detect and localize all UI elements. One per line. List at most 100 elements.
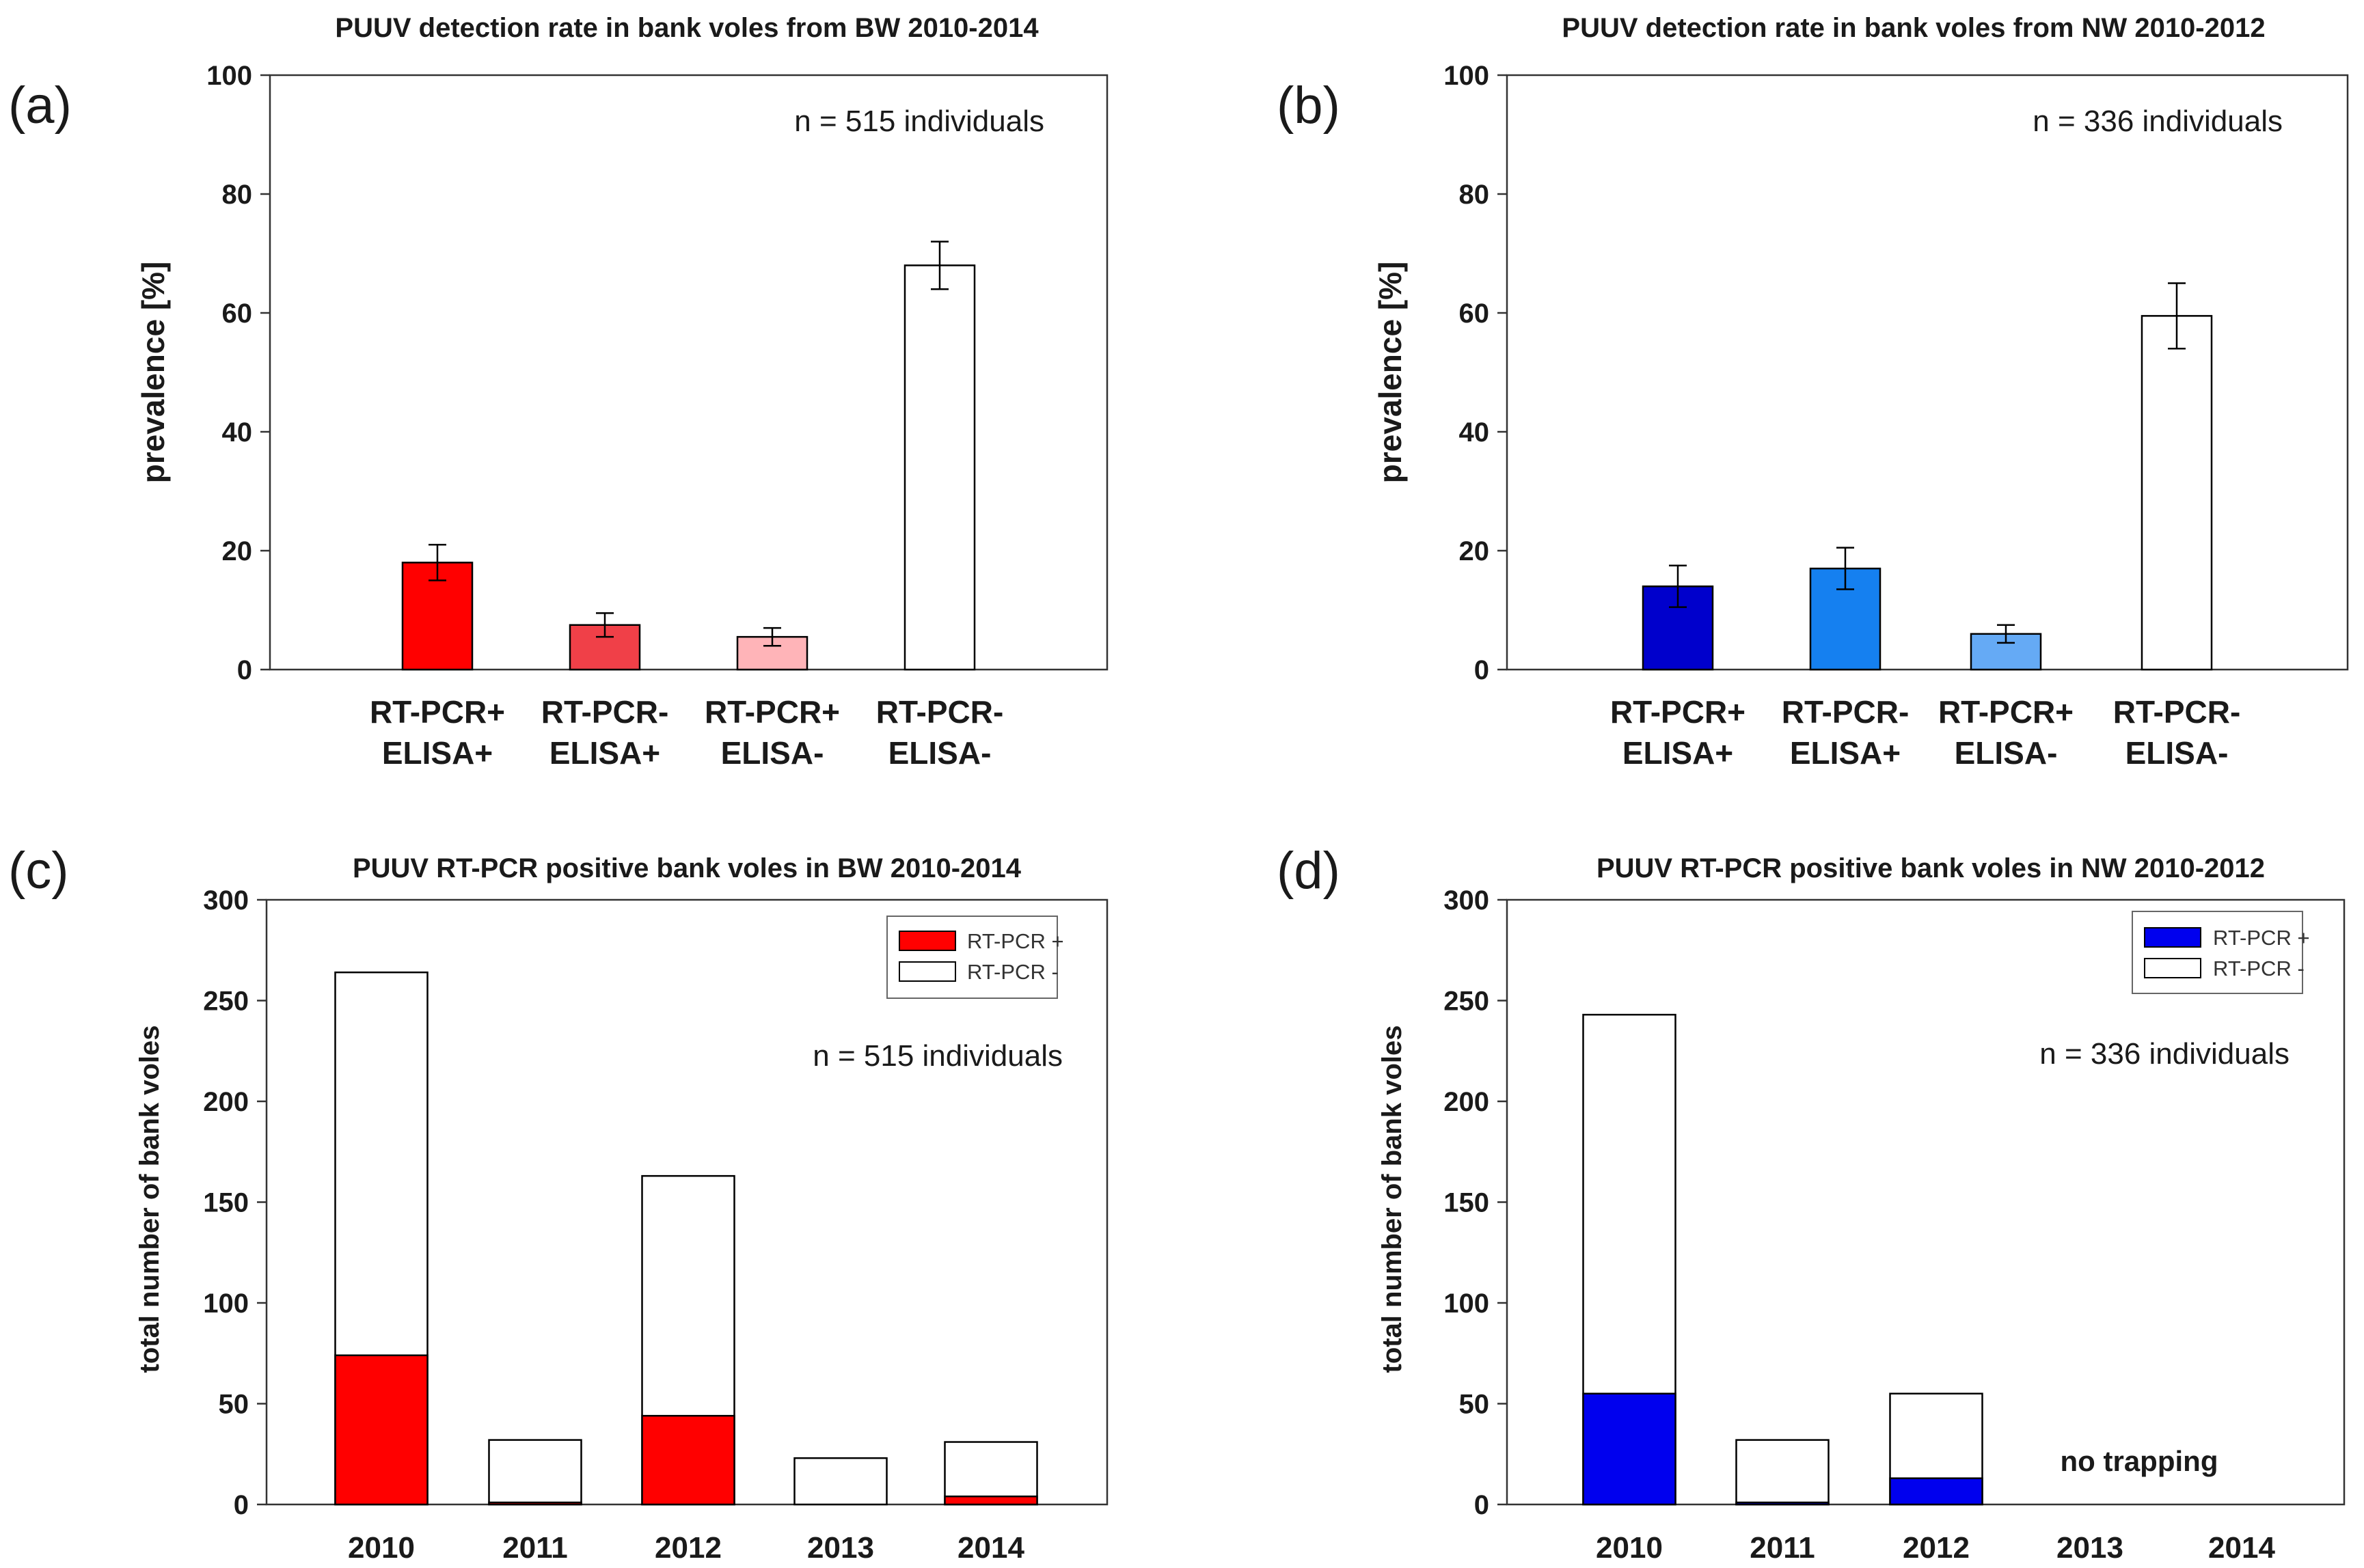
panel-c-category-label: 2013	[807, 1531, 874, 1565]
panel-a-category-label: RT-PCR+	[370, 694, 505, 730]
panel-d-legend-swatch-negative	[2144, 958, 2201, 978]
panel-c-y-tick-label: 250	[203, 987, 249, 1017]
panel-a-category-label: ELISA-	[721, 735, 824, 771]
panel-b-title: PUUV detection rate in bank voles from N…	[1562, 13, 2265, 43]
panel-d-legend-label-positive: RT-PCR +	[2213, 926, 2310, 950]
panel-a-y-tick-label: 80	[222, 180, 253, 210]
panel-c-legend-swatch-negative	[899, 961, 956, 982]
panel-c-y-label: total number of bank voles	[135, 1026, 165, 1373]
panel-d-legend: RT-PCR + RT-PCR -	[2132, 911, 2310, 994]
panel-b-y-tick-label: 20	[1459, 536, 1490, 566]
panel-c-title: PUUV RT-PCR positive bank voles in BW 20…	[353, 853, 1022, 883]
panel-a: (a) PUUV detection rate in bank voles fr…	[8, 13, 1109, 771]
panel-c-y-tick-label: 0	[234, 1490, 249, 1520]
panel-a-y-tick-label: 60	[222, 299, 253, 329]
panel-a-axes-frame	[269, 74, 1109, 671]
panel-c-legend-box	[886, 916, 1058, 999]
panel-c-y-tick-label: 300	[203, 885, 249, 916]
panel-a-bar	[904, 264, 976, 671]
panel-c-bar-positive	[641, 1414, 735, 1506]
panel-c-y-tick-label: 100	[203, 1289, 249, 1319]
panel-b-bar	[2141, 315, 2213, 671]
panel-d-plot: 0 50 100 150 200 250 300 2010 2011 2012 2013 2014	[1443, 885, 2346, 1565]
panel-c-category-label: 2014	[957, 1531, 1024, 1565]
panel-d-bar-positive	[1735, 1501, 1830, 1506]
panel-a-y-label: prevalence [%]	[135, 262, 171, 484]
panel-a-category-label: RT-PCR+	[705, 694, 840, 730]
panel-b-category-label: ELISA-	[1955, 735, 2058, 771]
panel-c-bar-negative	[488, 1439, 582, 1506]
panel-d-y-tick-label: 300	[1443, 885, 1489, 916]
panel-d-category-label: 2013	[2056, 1531, 2123, 1565]
panel-c-bar-negative	[793, 1457, 888, 1506]
panel-c-category-label: 2010	[348, 1531, 415, 1565]
panel-c-bar-positive	[488, 1501, 582, 1506]
panel-b-y-tick-label: 0	[1474, 655, 1489, 685]
panel-d-y-tick-label: 0	[1474, 1490, 1489, 1520]
panel-c-category-label: 2011	[502, 1531, 567, 1565]
panel-d-category-label: 2011	[1750, 1531, 1815, 1565]
panel-b-letter: (b)	[1277, 77, 1340, 135]
panel-b-plot: 0 20 40 60 80 100 RT-PCR+ ELISA+ RT-PCR- ELISA+ RT…	[1443, 61, 2349, 771]
panel-d-letter: (d)	[1277, 842, 1340, 900]
panel-b-axes-frame	[1506, 74, 2349, 671]
panel-b-category-label: RT-PCR-	[2113, 694, 2241, 730]
panel-a-y-tick-label: 0	[237, 655, 252, 685]
panel-b-category-label: ELISA+	[1790, 735, 1901, 771]
panel-a-category-label: ELISA+	[549, 735, 660, 771]
panel-c-bar-positive	[334, 1354, 429, 1506]
panel-d-legend-box	[2132, 911, 2303, 994]
panel-d-bar-positive	[1582, 1392, 1676, 1506]
panel-a-category-label: ELISA-	[888, 735, 992, 771]
panel-c-bar-negative	[944, 1441, 1038, 1506]
panel-c-category-label: 2012	[655, 1531, 722, 1565]
panel-d-bar-positive	[1889, 1477, 1983, 1506]
panel-c-legend-label-negative: RT-PCR -	[967, 960, 1059, 984]
panel-b-category-label: RT-PCR+	[1610, 694, 1745, 730]
panel-d-legend-swatch-positive	[2144, 927, 2201, 948]
panel-d-legend-label-negative: RT-PCR -	[2213, 957, 2305, 980]
panel-d-bar-negative	[1735, 1439, 1830, 1506]
panel-a-annotation: n = 515 individuals	[794, 105, 1044, 138]
panel-b-y-tick-label: 40	[1459, 417, 1490, 448]
panel-b-category-label: ELISA+	[1622, 735, 1733, 771]
panel-b-y-tick-label: 60	[1459, 299, 1490, 329]
panel-c-plot: 0 50 100 150 200 250 300 2010 2011 2012 2013 2014	[203, 885, 1109, 1565]
panel-d-y-tick-label: 150	[1443, 1188, 1489, 1218]
panel-b-category-label: RT-PCR-	[1782, 694, 1910, 730]
panel-d-annotation: n = 336 individuals	[2039, 1037, 2290, 1071]
panel-a-y-tick-label: 100	[206, 61, 252, 91]
panel-b-category-label: ELISA-	[2125, 735, 2229, 771]
panel-a-category-label: RT-PCR-	[876, 694, 1004, 730]
panel-a-y-tick-label: 40	[222, 417, 253, 448]
panel-c-legend: RT-PCR + RT-PCR -	[886, 916, 1064, 999]
panel-c-letter: (c)	[8, 842, 69, 900]
panel-c-legend-swatch-positive	[899, 931, 956, 951]
panel-a-y-tick-label: 20	[222, 536, 253, 566]
panel-b-annotation: n = 336 individuals	[2033, 105, 2283, 138]
panel-d-y-tick-label: 50	[1459, 1390, 1490, 1420]
panel-d-no-trapping-note: no trapping	[2061, 1445, 2218, 1477]
panel-a-title: PUUV detection rate in bank voles from B…	[335, 13, 1039, 43]
panel-c-bar-positive	[944, 1495, 1038, 1506]
panel-b: (b) PUUV detection rate in bank voles fr…	[1277, 13, 2349, 771]
panel-d-y-tick-label: 250	[1443, 987, 1489, 1017]
panel-c-y-tick-label: 50	[219, 1390, 249, 1420]
panel-b-category-label: RT-PCR+	[1938, 694, 2074, 730]
panel-d-y-tick-label: 100	[1443, 1289, 1489, 1319]
panel-c-y-tick-label: 150	[203, 1188, 249, 1218]
panel-d-category-label: 2014	[2208, 1531, 2275, 1565]
panel-d-title: PUUV RT-PCR positive bank voles in NW 20…	[1597, 853, 2265, 883]
panel-d-y-label: total number of bank voles	[1377, 1026, 1407, 1373]
panel-a-plot: 0 20 40 60 80 100 RT-PCR+ ELISA+ RT-PCR- ELISA+ RT…	[206, 61, 1109, 771]
panel-a-category-label: ELISA+	[382, 735, 493, 771]
panel-d-category-label: 2012	[1903, 1531, 1970, 1565]
panel-b-y-label: prevalence [%]	[1372, 262, 1408, 484]
panel-c: (c) PUUV RT-PCR positive bank voles in B…	[8, 842, 1109, 1565]
panel-b-y-tick-label: 100	[1443, 61, 1489, 91]
panel-a-category-label: RT-PCR-	[541, 694, 669, 730]
panel-c-y-tick-label: 200	[203, 1087, 249, 1117]
panel-a-letter: (a)	[8, 77, 72, 135]
panel-c-annotation: n = 515 individuals	[813, 1039, 1063, 1073]
